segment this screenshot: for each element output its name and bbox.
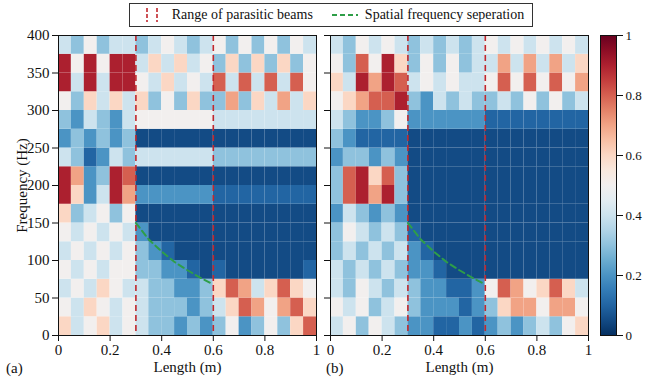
svg-text:0.4: 0.4 (424, 342, 443, 358)
svg-text:400: 400 (27, 27, 50, 43)
svg-text:350: 350 (27, 65, 50, 81)
html-text:Range of parasitic beams: Range of parasitic beams (171, 7, 313, 22)
svg-text:Length (m): Length (m) (154, 359, 222, 376)
svg-text:0.2: 0.2 (626, 268, 642, 283)
svg-text:0: 0 (626, 328, 633, 343)
svg-text:0.6: 0.6 (626, 148, 643, 163)
html-text:(b): (b) (326, 360, 344, 376)
svg-text:Frequency (Hz): Frequency (Hz) (14, 138, 31, 233)
svg-text:0: 0 (327, 342, 335, 358)
svg-text:0: 0 (55, 342, 63, 358)
svg-text:Length (m): Length (m) (426, 359, 494, 376)
svg-text:300: 300 (27, 102, 50, 118)
svg-text:1: 1 (626, 28, 633, 43)
html-text:Spatial frequency seperation: Spatial frequency seperation (364, 7, 525, 22)
svg-text:250: 250 (27, 140, 50, 156)
svg-text:0.6: 0.6 (204, 342, 223, 358)
svg-text:0.2: 0.2 (101, 342, 120, 358)
svg-text:150: 150 (27, 215, 50, 231)
svg-text:200: 200 (27, 177, 50, 193)
svg-text:1: 1 (313, 342, 321, 358)
svg-text:100: 100 (27, 252, 50, 268)
svg-text:0.4: 0.4 (152, 342, 171, 358)
svg-text:0.6: 0.6 (476, 342, 495, 358)
svg-text:0.8: 0.8 (256, 342, 275, 358)
svg-text:0.2: 0.2 (373, 342, 392, 358)
svg-text:0.8: 0.8 (528, 342, 547, 358)
html-text:(a): (a) (6, 360, 23, 376)
svg-text:0.4: 0.4 (626, 208, 643, 223)
svg-text:1: 1 (585, 342, 593, 358)
svg-text:0: 0 (42, 327, 50, 343)
svg-text:0.8: 0.8 (626, 88, 642, 103)
svg-text:50: 50 (35, 290, 50, 306)
